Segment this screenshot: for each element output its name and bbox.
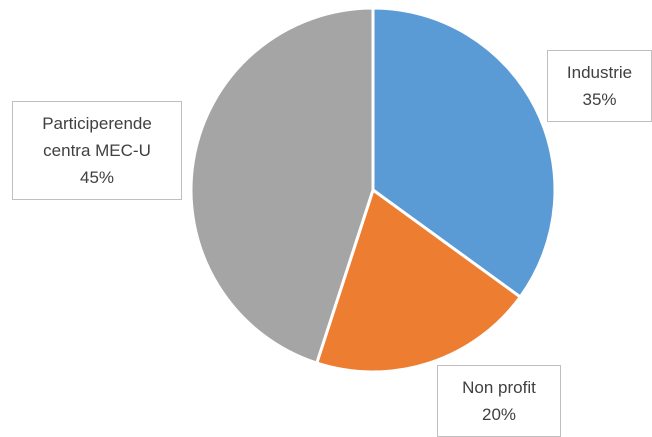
- pie-slice: [189, 6, 375, 365]
- data-label: Non profit 20%: [437, 365, 561, 437]
- category-label: Non profit: [462, 378, 536, 397]
- value-label: 45%: [79, 168, 115, 187]
- category-label: Industrie: [566, 63, 633, 82]
- pie-slice: [315, 188, 522, 374]
- data-label: Participerende centra MEC-U 45%: [12, 101, 182, 200]
- value-label: 35%: [582, 90, 617, 109]
- value-label: 20%: [481, 405, 517, 424]
- category-label: Participerende centra MEC-U: [42, 114, 152, 160]
- pie-slice: [371, 6, 557, 299]
- data-label: Industrie 35%: [547, 50, 652, 122]
